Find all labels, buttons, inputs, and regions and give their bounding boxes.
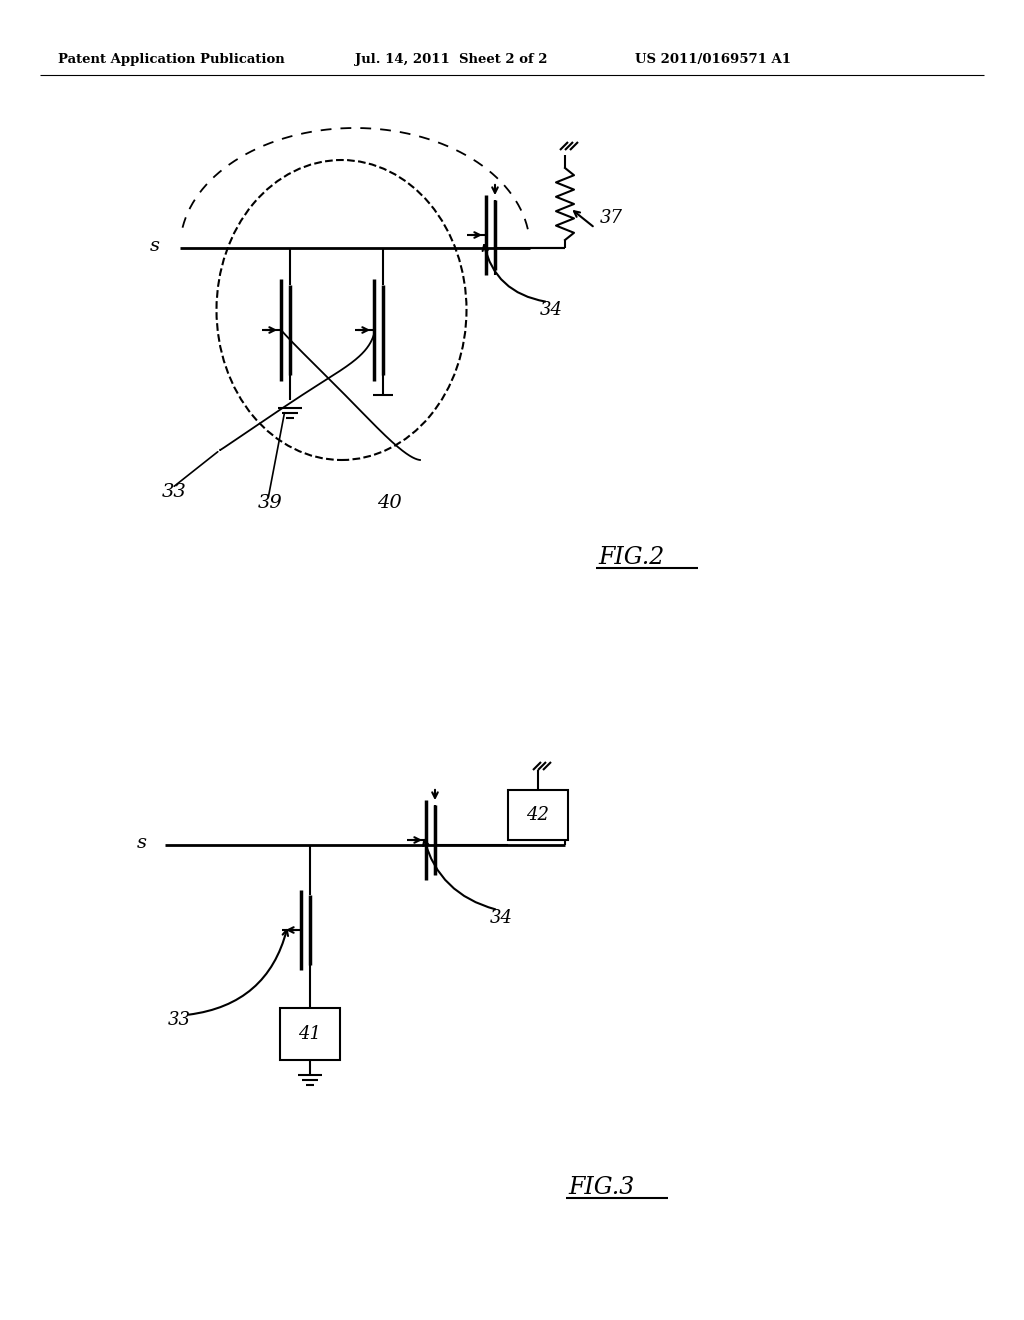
Bar — [508, 789, 568, 840]
Text: 33: 33 — [168, 1011, 191, 1030]
Text: 33: 33 — [162, 483, 186, 502]
Text: US 2011/0169571 A1: US 2011/0169571 A1 — [635, 54, 791, 66]
Text: 34: 34 — [490, 909, 513, 927]
Text: FIG.3: FIG.3 — [568, 1176, 634, 1200]
Text: Jul. 14, 2011  Sheet 2 of 2: Jul. 14, 2011 Sheet 2 of 2 — [355, 54, 548, 66]
Bar — [280, 1008, 340, 1060]
Text: 37: 37 — [600, 209, 623, 227]
Text: 41: 41 — [299, 1026, 322, 1043]
Text: Patent Application Publication: Patent Application Publication — [58, 54, 285, 66]
Text: s: s — [150, 238, 160, 255]
Text: 39: 39 — [258, 494, 283, 512]
Text: 42: 42 — [526, 807, 550, 824]
Text: 34: 34 — [540, 301, 563, 319]
Text: 40: 40 — [377, 494, 401, 512]
Text: FIG.2: FIG.2 — [598, 546, 665, 569]
Text: s: s — [137, 834, 147, 851]
